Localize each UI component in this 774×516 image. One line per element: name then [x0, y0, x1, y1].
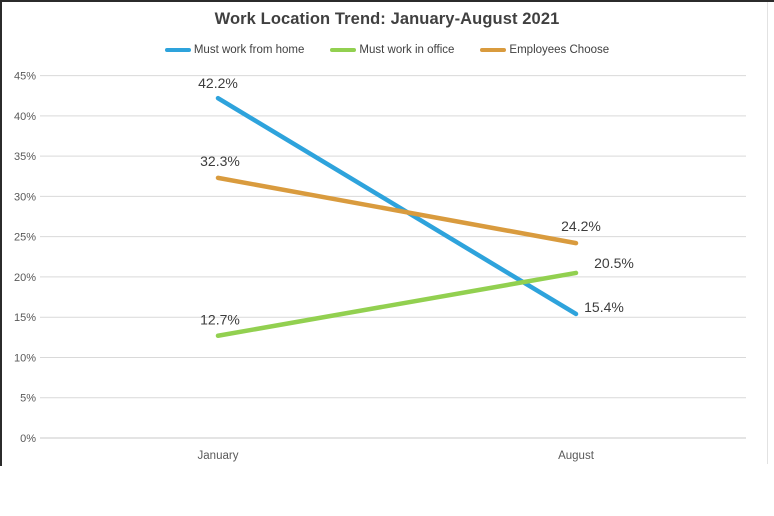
legend-swatch-blue-line-icon [164, 48, 191, 52]
data-label: 15.4% [584, 299, 624, 315]
legend-swatch-orange-line-icon [480, 48, 507, 52]
data-label: 12.7% [200, 312, 240, 328]
y-axis-tick-label: 15% [14, 312, 36, 324]
legend: Must work from home Must work in office … [0, 44, 774, 56]
series-line-must-work-in-office [215, 270, 579, 338]
x-axis-category-label: August [558, 450, 595, 462]
data-label: 32.3% [200, 153, 240, 169]
data-label: 20.5% [594, 255, 634, 271]
legend-label-must-work-from-home: Must work from home [193, 44, 305, 56]
legend-item-must-work-in-office: Must work in office [330, 44, 454, 56]
legend-swatch-green-line-icon [330, 48, 357, 52]
legend-item-employees-choose: Employees Choose [480, 44, 609, 56]
chart-border-left [0, 0, 2, 466]
y-axis-tick-label: 45% [14, 71, 36, 83]
x-axis-category-label: January [198, 450, 239, 462]
legend-label-must-work-in-office: Must work in office [359, 44, 455, 56]
legend-label-employees-choose: Employees Choose [509, 44, 610, 56]
y-axis-tick-label: 20% [14, 272, 36, 284]
y-axis-tick-label: 30% [14, 191, 36, 203]
series-line-employees-choose [215, 175, 579, 246]
series-line-must-work-from-home [215, 95, 579, 317]
chart-border-top [0, 0, 774, 2]
data-label: 24.2% [561, 218, 601, 234]
chart-title: Work Location Trend: January-August 2021 [214, 10, 560, 28]
data-label: 42.2% [198, 75, 238, 91]
y-axis-tick-label: 35% [14, 151, 36, 163]
y-axis-tick-label: 10% [14, 352, 36, 364]
legend-item-must-work-from-home: Must work from home [164, 44, 305, 56]
y-axis-tick-label: 5% [20, 393, 36, 405]
y-axis-tick-label: 25% [14, 232, 36, 244]
y-axis-tick-label: 40% [14, 111, 36, 123]
y-axis-tick-label: 0% [20, 433, 36, 445]
chart-border-right [767, 2, 768, 464]
